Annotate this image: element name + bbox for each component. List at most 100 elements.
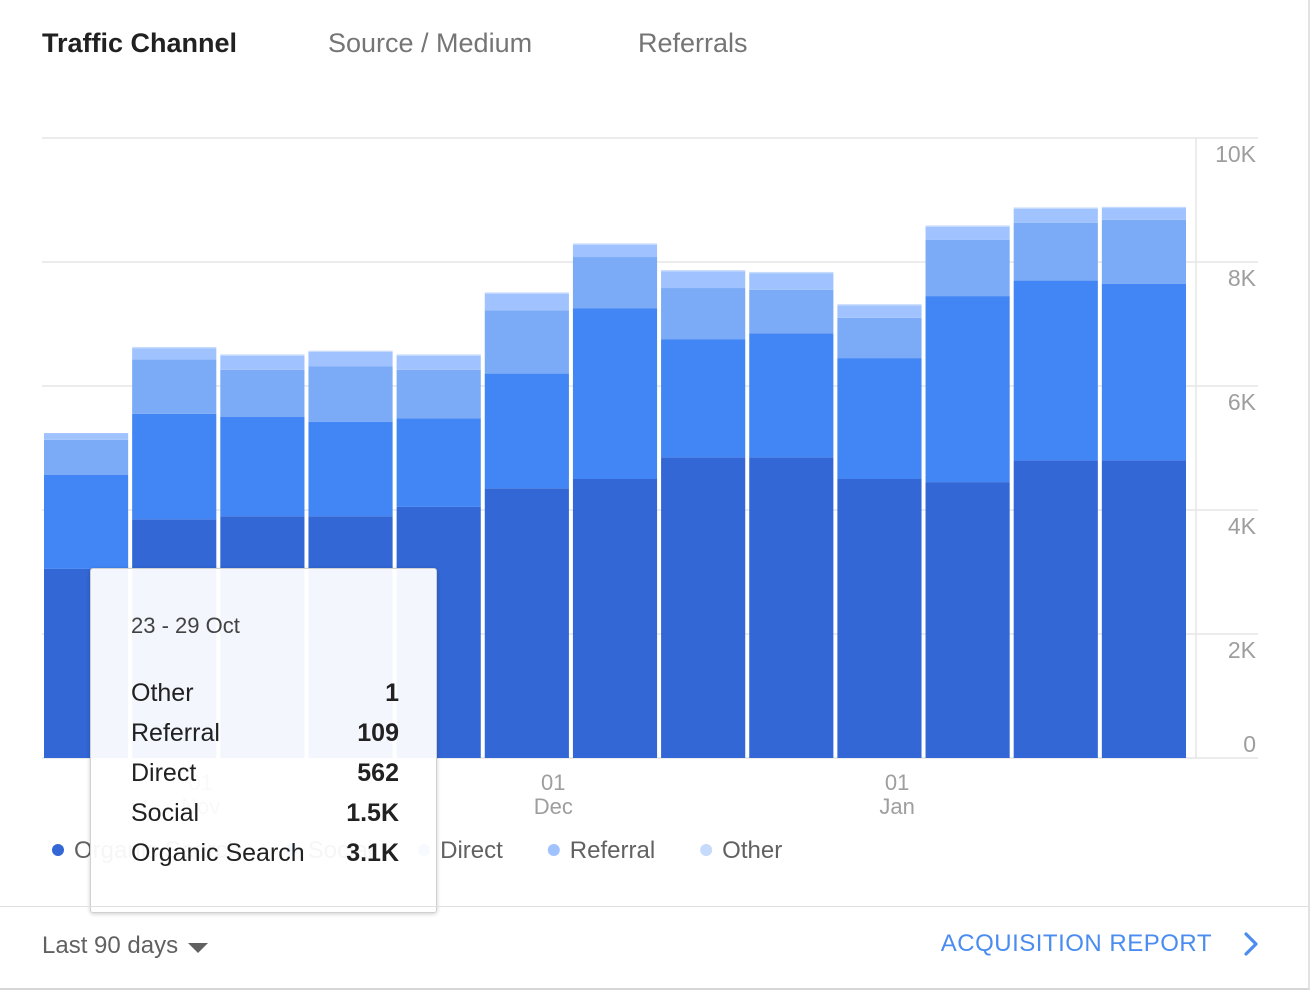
tooltip-label: Organic Search (131, 839, 305, 867)
tooltip-label: Social (131, 799, 200, 827)
tooltip-value: 562 (357, 759, 399, 787)
tooltip-label: Referral (131, 719, 220, 747)
bar-segment-referral (484, 293, 569, 311)
bar-segment-referral (925, 226, 1010, 240)
bar-segment-referral (44, 433, 129, 440)
y-tick-label: 2K (1228, 637, 1257, 663)
tooltip-row-direct: Direct 562 (131, 759, 399, 788)
bar-segment-referral (1013, 208, 1098, 223)
bar-segment-other (749, 271, 834, 274)
bar-segment-referral (308, 351, 393, 367)
x-tick-day-label: 01 (885, 770, 909, 795)
bar-segment-other (396, 354, 481, 356)
bar-segment-direct (837, 317, 922, 359)
legend-label: Other (722, 837, 782, 864)
x-tick-day-label: 01 (541, 770, 565, 795)
bar-segment-social (837, 358, 922, 479)
tooltip-row-other: Other 1 (131, 679, 399, 708)
acquisition-report-label: ACQUISITION REPORT (940, 930, 1212, 957)
bar-segment-organic-search (484, 488, 569, 758)
bar-segment-organic-search (572, 479, 658, 758)
bar-segment-social (484, 373, 569, 489)
bar-segment-social (572, 308, 658, 479)
bar-segment-other (661, 270, 746, 272)
tooltip-row-referral: Referral 109 (131, 719, 399, 748)
tooltip-value: 109 (357, 719, 399, 747)
bar-segment-referral (661, 271, 746, 289)
date-range-dropdown[interactable]: Last 90 days (42, 932, 209, 960)
bar-segment-direct (220, 369, 305, 417)
x-tick-month-label: Jan (879, 794, 914, 819)
bar-segment-social (132, 413, 217, 520)
bar-segment-other (220, 354, 305, 356)
tab-traffic-channel[interactable]: Traffic Channel (42, 28, 238, 58)
bar-segment-direct (1013, 222, 1098, 281)
bar-segment-referral (220, 355, 305, 370)
bar-segment-other (308, 350, 393, 352)
bar-segment-direct (661, 288, 746, 340)
tooltip-row-social: Social 1.5K (131, 799, 399, 828)
chevron-right-icon (1244, 932, 1258, 956)
bar-segment-social (308, 421, 393, 517)
bar-segment-other (925, 225, 1010, 227)
bar-segment-social (220, 417, 305, 517)
legend-swatch (700, 844, 713, 856)
tooltip-title: 23 - 29 Oct (131, 613, 240, 638)
legend-swatch (52, 844, 64, 856)
bar-segment-direct (396, 369, 481, 419)
bar-segment-organic-search (661, 457, 746, 758)
bar-segment-other (1101, 206, 1186, 209)
bar-segment-referral (132, 348, 217, 360)
tooltip-value: 3.1K (346, 839, 399, 867)
legend-label: Referral (570, 837, 655, 864)
bar-segment-other (1013, 207, 1098, 209)
bar-segment-referral (837, 305, 922, 318)
caret-down-icon (188, 943, 209, 953)
bar-segment-direct (132, 359, 217, 414)
bar-segment-social (44, 474, 129, 569)
bar-segment-organic-search (749, 457, 834, 758)
bar-segment-referral (749, 273, 834, 290)
tooltip-label: Other (131, 679, 194, 707)
bar-segment-other (484, 292, 569, 294)
bar-segment-other (837, 304, 922, 306)
y-tick-label: 4K (1228, 513, 1257, 539)
tooltip-value: 1.5K (346, 799, 399, 827)
tooltip-value: 1 (385, 679, 399, 707)
acquisition-report-link[interactable]: ACQUISITION REPORT (941, 930, 1260, 958)
tooltip-row-organic-search: Organic Search 3.1K (131, 839, 399, 868)
chart-tooltip: 23 - 29 Oct Other 1 Referral 109 Direct … (90, 568, 437, 913)
y-tick-label: 10K (1215, 141, 1257, 167)
bar-segment-organic-search (837, 479, 922, 758)
bar-segment-referral (572, 244, 658, 258)
tooltip-label: Direct (131, 759, 197, 787)
bar-segment-other (572, 243, 658, 245)
bar-segment-social (749, 333, 834, 458)
bar-segment-direct (308, 366, 393, 422)
tab-source-medium[interactable]: Source / Medium (328, 28, 533, 58)
legend-label: Direct (440, 837, 503, 864)
bar-segment-organic-search (1101, 460, 1186, 758)
tab-referrals[interactable]: Referrals (638, 28, 748, 58)
legend-swatch (547, 844, 560, 856)
bar-segment-social (661, 339, 746, 458)
bar-segment-direct (44, 439, 129, 475)
bar-segment-direct (1101, 219, 1186, 284)
x-tick-month-label: Dec (534, 794, 573, 819)
bar-segment-referral (396, 355, 481, 370)
bar-segment-other (132, 346, 217, 349)
bar-segment-social (1101, 283, 1186, 461)
bar-segment-social (396, 418, 481, 507)
bar-segment-social (925, 296, 1010, 483)
bar-segment-social (1013, 280, 1098, 461)
y-tick-label: 8K (1228, 265, 1257, 291)
bar-segment-direct (925, 239, 1010, 297)
bar-segment-direct (484, 310, 569, 374)
footer-divider (0, 906, 1308, 907)
y-tick-label: 0 (1243, 731, 1256, 757)
bar-segment-referral (1101, 208, 1186, 220)
date-range-label: Last 90 days (42, 932, 179, 959)
bar-segment-direct (572, 257, 658, 309)
bar-segment-direct (749, 289, 834, 334)
